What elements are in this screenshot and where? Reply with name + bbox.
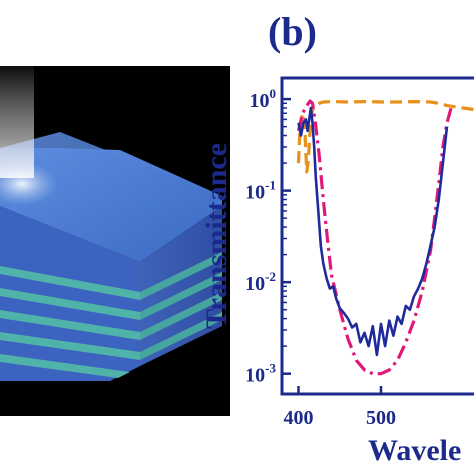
x-tick-label: 400 (284, 407, 314, 429)
series-line-1 (296, 99, 474, 174)
x-tick-label: 500 (366, 407, 396, 429)
light-beam (0, 66, 34, 178)
panel-a-illustration (0, 66, 230, 416)
layer-stripes-side (140, 252, 222, 360)
x-axis-ticks: 400 500 (284, 386, 396, 429)
y-tick-label: 10-2 (245, 269, 276, 295)
multilayer-slab-illustration (0, 66, 222, 381)
y-axis-label: Transmittance (200, 143, 233, 329)
y-tick-label: 100 (250, 86, 277, 112)
y-tick-label: 10-1 (245, 178, 276, 204)
y-tick-label: 10-3 (245, 361, 276, 387)
panel-b-label: (b) (268, 9, 317, 54)
series-layer (296, 99, 474, 376)
series-line-3 (297, 106, 449, 357)
series-line-2 (296, 99, 453, 376)
x-axis-label: Wavele (368, 434, 461, 467)
layer-stripes-front (0, 266, 140, 378)
y-axis-ticks: 100 10-1 10-2 10-3 (245, 86, 291, 387)
